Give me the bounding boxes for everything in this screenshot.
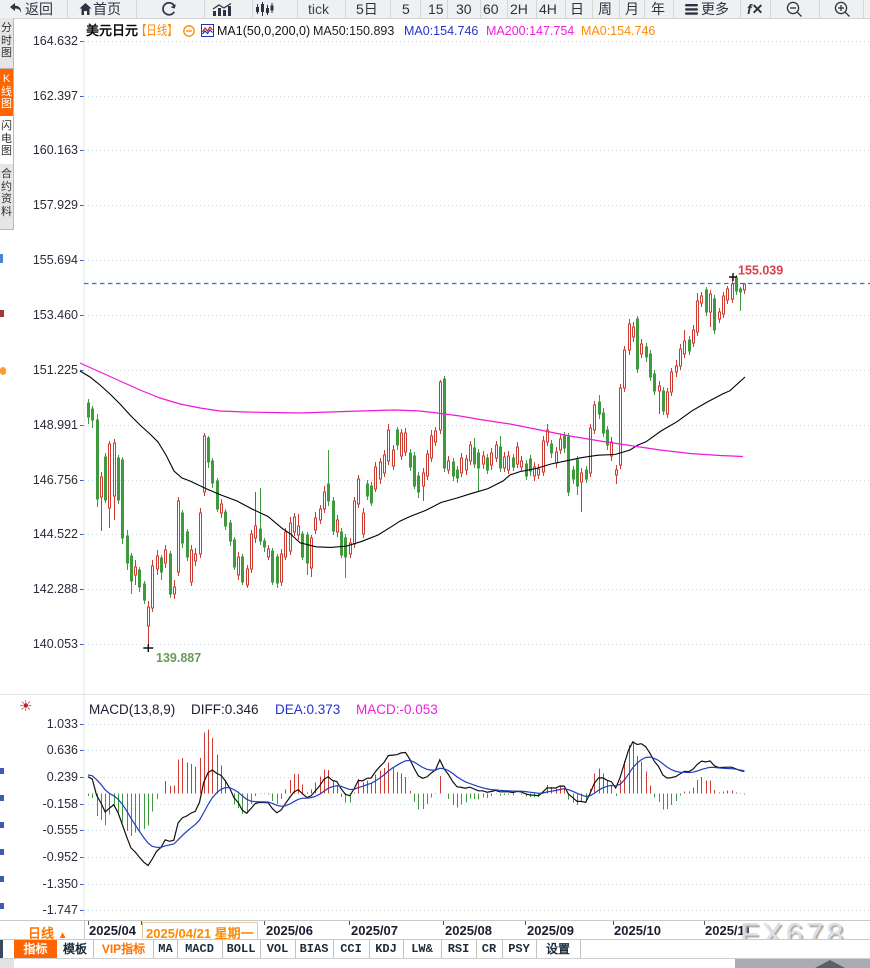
svg-text:-0.158: -0.158 (43, 797, 78, 811)
svg-text:164.632: 164.632 (33, 34, 78, 48)
svg-text:-1.350: -1.350 (43, 877, 78, 891)
svg-text:160.163: 160.163 (33, 143, 78, 157)
svg-text:-0.555: -0.555 (43, 823, 78, 837)
svg-text:142.288: 142.288 (33, 582, 78, 596)
svg-text:151.225: 151.225 (33, 363, 78, 377)
svg-text:155.039: 155.039 (738, 264, 783, 278)
svg-text:-1.747: -1.747 (43, 903, 78, 917)
svg-text:140.053: 140.053 (33, 637, 78, 651)
svg-text:144.522: 144.522 (33, 527, 78, 541)
svg-text:153.460: 153.460 (33, 308, 78, 322)
svg-text:-0.952: -0.952 (43, 850, 78, 864)
svg-text:0.636: 0.636 (47, 743, 78, 757)
svg-text:146.756: 146.756 (33, 473, 78, 487)
svg-text:1.033: 1.033 (47, 717, 78, 731)
svg-text:157.929: 157.929 (33, 198, 78, 212)
svg-text:162.397: 162.397 (33, 89, 78, 103)
svg-text:139.887: 139.887 (156, 651, 201, 665)
svg-text:148.991: 148.991 (33, 418, 78, 432)
svg-text:155.694: 155.694 (33, 253, 78, 267)
svg-text:0.239: 0.239 (47, 770, 78, 784)
